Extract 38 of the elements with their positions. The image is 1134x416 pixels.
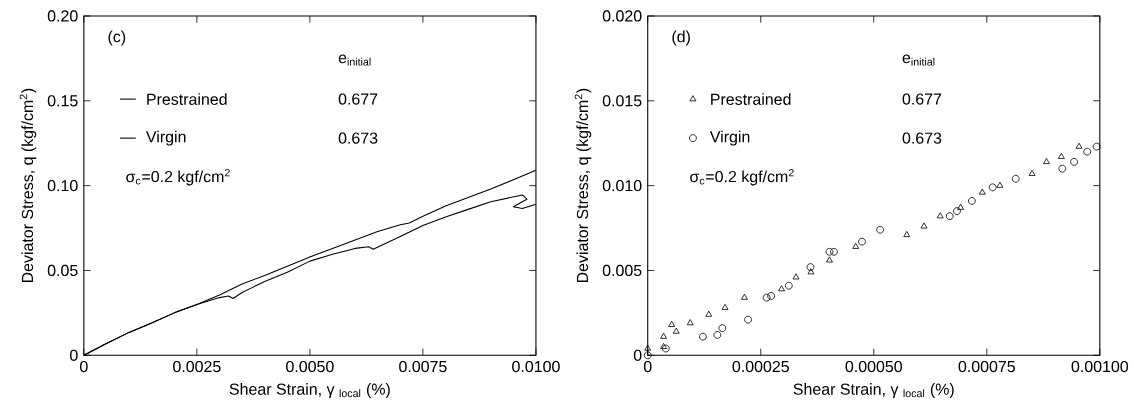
y-tick-label: 0.010 bbox=[602, 179, 642, 192]
legend-label: Prestrained bbox=[711, 93, 791, 105]
x-tick-label: 0 bbox=[80, 360, 88, 373]
x-tick-label: 0.0025 bbox=[173, 360, 221, 373]
x-tick-label: 0.00100 bbox=[1071, 360, 1129, 373]
y-tick-label: 0.005 bbox=[602, 264, 642, 277]
y-axis-title: Deviator Stress, q (kgf/cm$^{2}$) bbox=[19, 88, 37, 283]
y-tick-label: 0.10 bbox=[47, 179, 78, 192]
y-tick-label: 0.015 bbox=[602, 95, 642, 107]
y-tick-label: 0 bbox=[69, 349, 78, 361]
x-tick-label: 0.0050 bbox=[286, 360, 334, 373]
legend-label: Virgin bbox=[709, 130, 750, 146]
y-tick-label: 0.20 bbox=[47, 10, 78, 22]
x-tick-label: 0.00050 bbox=[845, 360, 903, 373]
annotation: 0.673 bbox=[338, 132, 378, 144]
x-tick-label: 0.00025 bbox=[732, 360, 789, 373]
legend-label: Virgin bbox=[146, 130, 186, 146]
y-tick-label: 0.15 bbox=[47, 95, 78, 107]
y-axis-title: Deviator Stress, q (kgf/cm$^{2}$) bbox=[574, 88, 592, 283]
x-axis-title: Shear Strain, γ $_{local}$ (%) bbox=[793, 383, 954, 398]
annotation: (c) bbox=[108, 30, 126, 46]
x-tick-label: 0 bbox=[643, 360, 652, 373]
x-tick-label: 0.00075 bbox=[958, 360, 1015, 373]
x-tick-label: 0.0075 bbox=[399, 360, 447, 373]
y-tick-label: 0 bbox=[633, 349, 642, 361]
y-tick-label: 0.05 bbox=[47, 264, 78, 277]
y-tick-label: 0.020 bbox=[602, 10, 642, 22]
annotation: 0.677 bbox=[902, 93, 942, 105]
legend-title: e$_{initial}$ bbox=[338, 54, 371, 66]
annotation: (d) bbox=[672, 30, 690, 46]
legend-label: Prestrained bbox=[147, 93, 227, 105]
annotation: σ$_{c}$=0.2 kgf/cm$^{2}$ bbox=[126, 168, 230, 186]
annotation: σ$_{c}$=0.2 kgf/cm$^{2}$ bbox=[690, 168, 794, 186]
legend-title: e$_{initial}$ bbox=[902, 54, 935, 66]
annotation: 0.677 bbox=[338, 93, 378, 105]
x-tick-label: 0.0100 bbox=[512, 360, 560, 373]
x-axis-title: Shear Strain, γ $_{local}$ (%) bbox=[229, 383, 390, 398]
annotation: 0.673 bbox=[902, 132, 942, 144]
